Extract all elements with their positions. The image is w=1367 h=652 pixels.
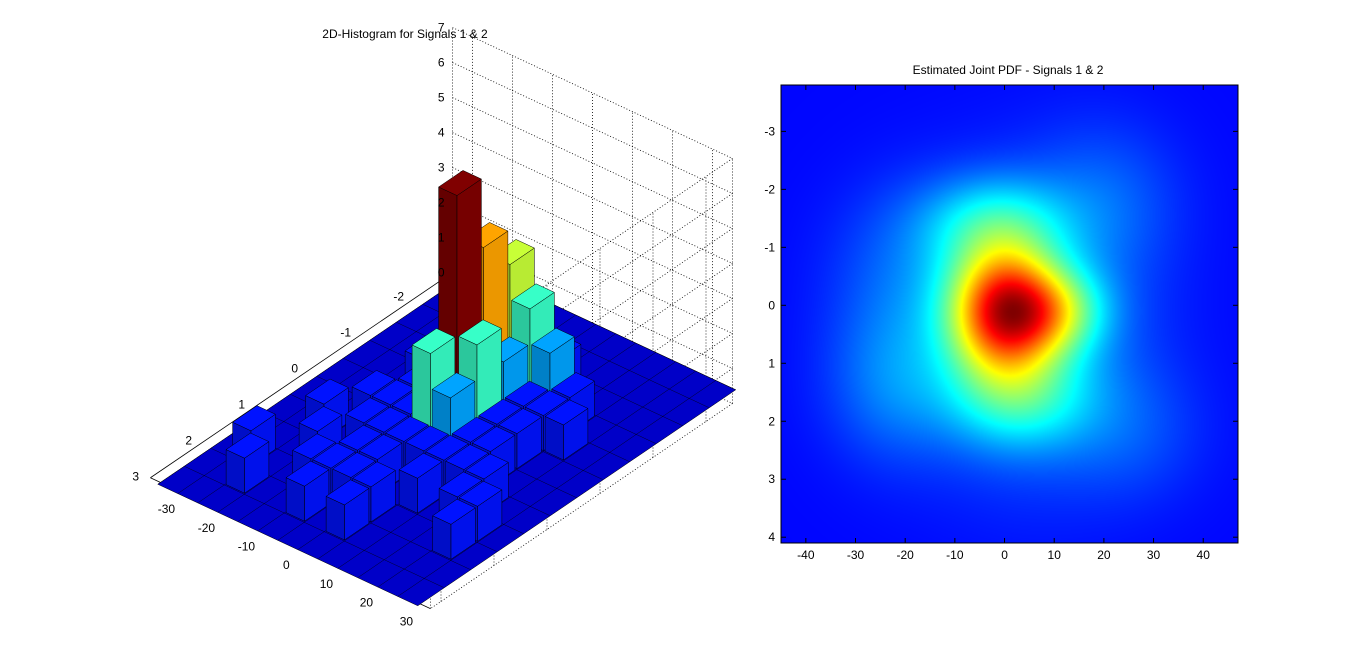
histogram-bar (225, 432, 270, 494)
joint-pdf-x-tick-label: 20 (1097, 548, 1111, 562)
joint-pdf-x-tick-label: 10 (1048, 548, 1062, 562)
histogram-x-tick-labels: -30 -20 -10 0 10 20 30 (158, 502, 414, 628)
joint-pdf-image (781, 85, 1238, 543)
joint-pdf-y-tick-label: 0 (768, 298, 775, 312)
joint-pdf-plot-box (780, 84, 1239, 544)
joint-pdf-x-tick-label: -30 (847, 548, 865, 562)
joint-pdf-y-tick-label: -3 (764, 124, 775, 138)
histogram-bar (544, 399, 589, 461)
histogram-z-tick-label: 3 (438, 161, 445, 175)
histogram-z-tick-label: 4 (438, 126, 445, 140)
joint-pdf-x-ticks: -40 -30 -20 -10 0 10 20 30 40 (797, 85, 1210, 562)
histogram-bar (285, 460, 330, 522)
histogram-x-tick-label: 10 (320, 577, 334, 591)
histogram-x-tick-label: 20 (360, 596, 374, 610)
histogram-z-tick-label: 0 (438, 266, 445, 280)
histogram-y-tick-label: 0 (291, 362, 298, 376)
histogram-x-tick-label: -20 (198, 521, 216, 535)
joint-pdf-x-tick-label: 40 (1197, 548, 1211, 562)
joint-pdf-x-tick-label: -20 (897, 548, 915, 562)
histogram-z-tick-label: 6 (438, 56, 445, 70)
joint-pdf-y-tick-label: 3 (768, 472, 775, 486)
histogram-y-tick-labels: -2 -1 0 1 2 3 (132, 290, 404, 484)
histogram-x-tick-label: -10 (238, 540, 256, 554)
joint-pdf-x-tick-label: 0 (1001, 548, 1008, 562)
histogram-z-tick-labels: 0 1 2 3 4 5 6 7 (438, 21, 445, 280)
histogram-y-tick-label: 2 (185, 434, 192, 448)
histogram-z-tick-label: 2 (438, 196, 445, 210)
histogram-title: 2D-Histogram for Signals 1 & 2 (322, 27, 488, 41)
joint-pdf-title: Estimated Joint PDF - Signals 1 & 2 (913, 63, 1104, 77)
joint-pdf-y-tick-label: 1 (768, 356, 775, 370)
histogram-bar (398, 452, 443, 514)
histogram-3d-axes: 2D-Histogram for Signals 1 & 2 -30-20-10… (132, 21, 737, 628)
joint-pdf-x-tick-label: -10 (946, 548, 964, 562)
histogram-bar (432, 498, 476, 560)
joint-pdf-y-ticks: -3 -2 -1 0 1 2 3 4 (764, 124, 1238, 544)
histogram-bar (325, 479, 370, 541)
histogram-z-tick-label: 1 (438, 231, 445, 245)
histogram-z-tick-label: 5 (438, 91, 445, 105)
joint-pdf-x-tick-label: -40 (797, 548, 815, 562)
joint-pdf-axes: Estimated Joint PDF - Signals 1 & 2 -40-… (764, 63, 1239, 562)
joint-pdf-y-tick-label: 2 (768, 414, 775, 428)
histogram-x-tick-label: 30 (400, 614, 414, 628)
joint-pdf-y-tick-label: -1 (764, 240, 775, 254)
histogram-x-tick-label: 0 (283, 558, 290, 572)
histogram-y-tick-label: 1 (238, 398, 245, 412)
joint-pdf-y-tick-label: -2 (764, 182, 775, 196)
joint-pdf-x-tick-label: 30 (1147, 548, 1161, 562)
histogram-z-tick-label: 7 (438, 21, 445, 35)
histogram-bars (225, 170, 595, 560)
histogram-y-tick-label: -1 (340, 326, 351, 340)
histogram-y-tick-label: 3 (132, 470, 139, 484)
histogram-y-tick-label: -2 (393, 290, 404, 304)
joint-pdf-y-tick-label: 4 (768, 530, 775, 544)
histogram-x-tick-label: -30 (158, 502, 176, 516)
